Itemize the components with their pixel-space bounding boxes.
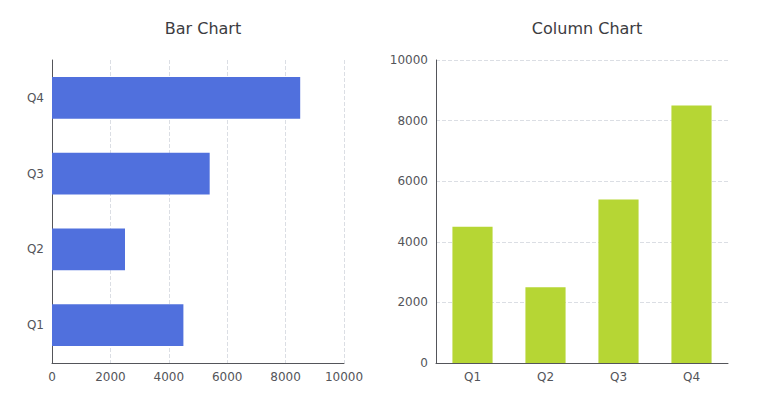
- svg-text:Q3: Q3: [27, 167, 44, 181]
- svg-text:4000: 4000: [154, 370, 185, 384]
- svg-text:6000: 6000: [397, 174, 428, 188]
- svg-text:Q1: Q1: [27, 318, 44, 332]
- svg-text:Column Chart: Column Chart: [532, 19, 642, 38]
- svg-text:Q1: Q1: [464, 370, 481, 384]
- svg-text:8000: 8000: [397, 114, 428, 128]
- svg-text:2000: 2000: [95, 370, 126, 384]
- svg-text:4000: 4000: [397, 235, 428, 249]
- svg-text:Q2: Q2: [537, 370, 554, 384]
- svg-text:10000: 10000: [390, 53, 428, 67]
- svg-text:Q4: Q4: [27, 91, 44, 105]
- svg-text:8000: 8000: [270, 370, 301, 384]
- svg-text:2000: 2000: [397, 295, 428, 309]
- svg-text:0: 0: [420, 356, 428, 370]
- svg-text:10000: 10000: [325, 370, 363, 384]
- svg-text:Bar Chart: Bar Chart: [165, 19, 241, 38]
- svg-text:Q2: Q2: [27, 242, 44, 256]
- svg-text:Q3: Q3: [610, 370, 627, 384]
- svg-text:Q4: Q4: [683, 370, 700, 384]
- svg-text:0: 0: [48, 370, 56, 384]
- svg-text:6000: 6000: [212, 370, 243, 384]
